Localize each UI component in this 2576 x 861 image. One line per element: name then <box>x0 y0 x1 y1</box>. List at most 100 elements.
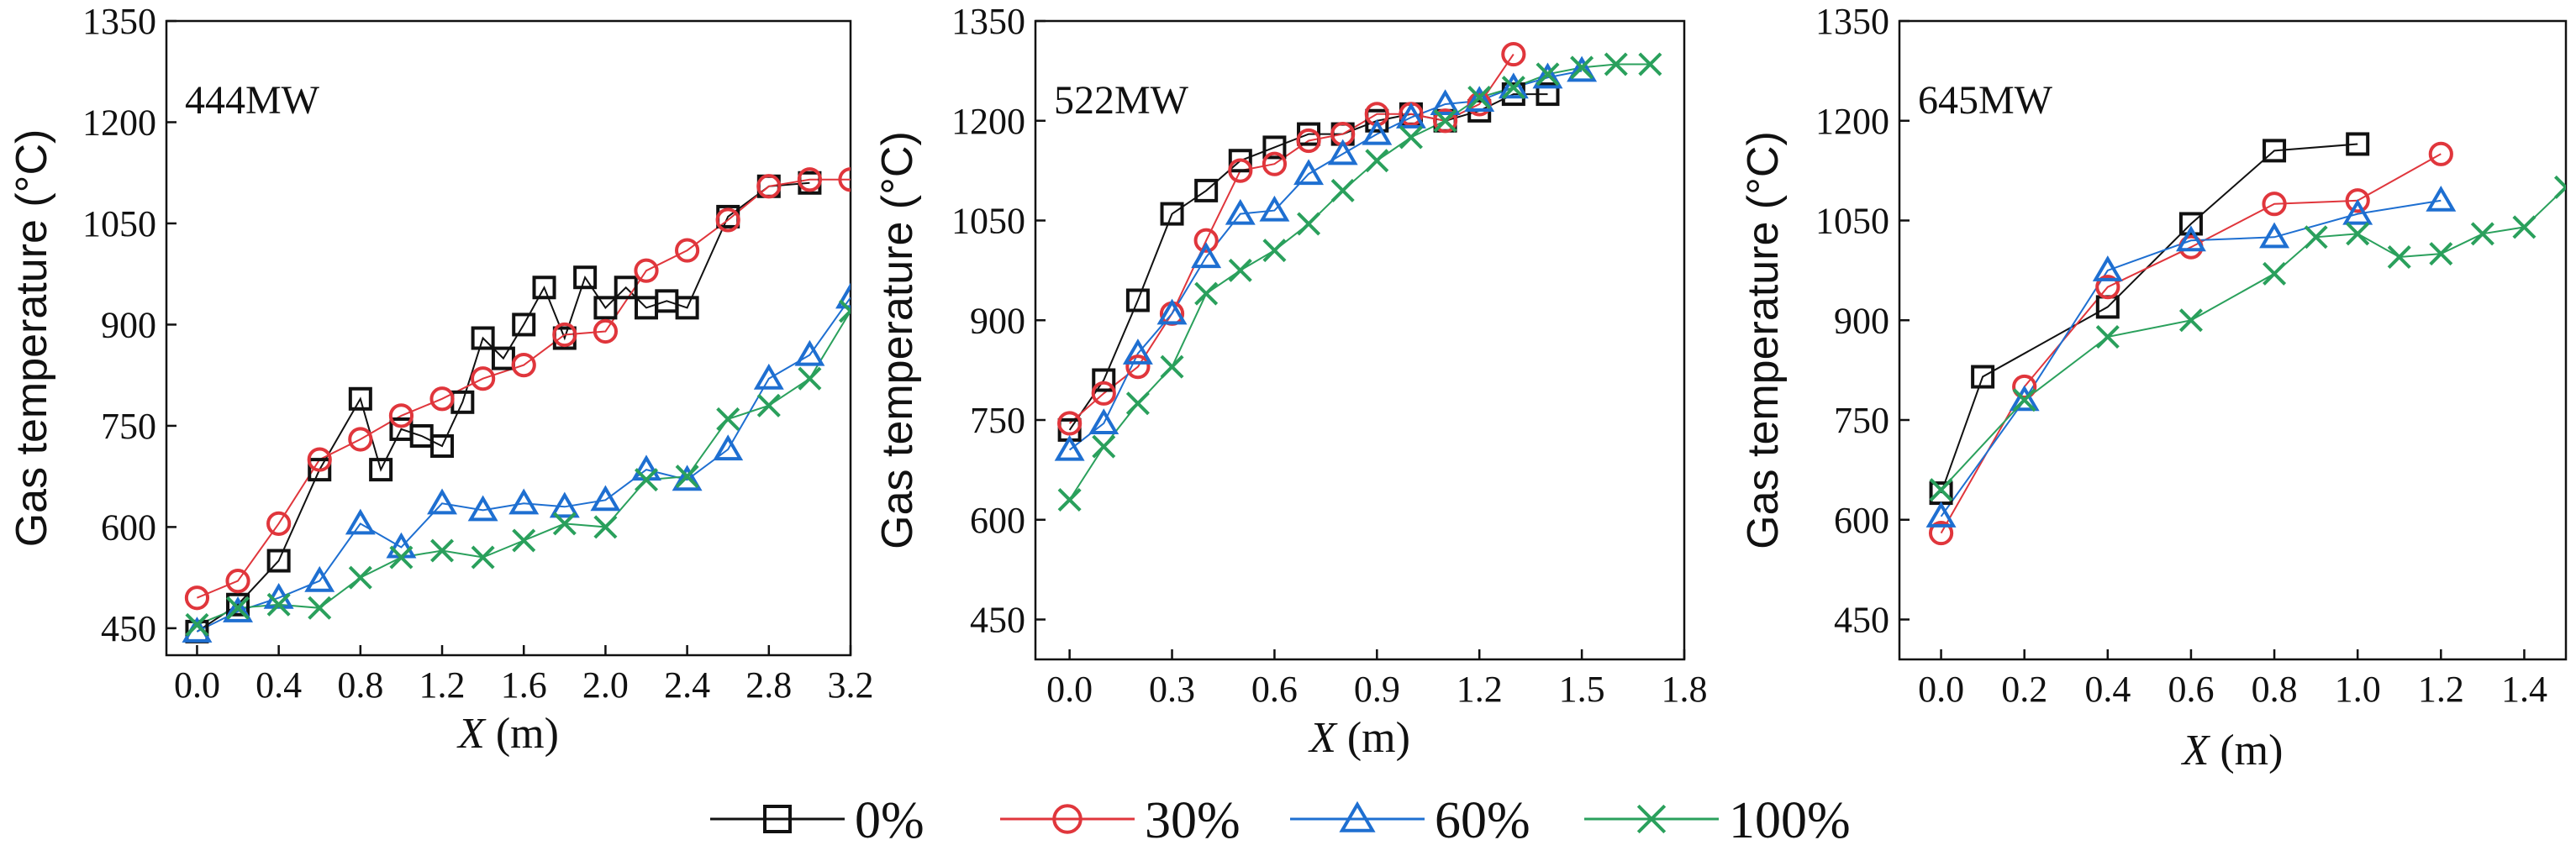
data-point-0% <box>593 296 618 320</box>
data-point-60% <box>1259 195 1290 222</box>
x-axis-unit: (m) <box>1336 714 1410 762</box>
data-point-100% <box>1638 52 1662 76</box>
data-point-100% <box>593 515 618 539</box>
data-point-100% <box>756 393 781 417</box>
y-tick-label: 450 <box>970 600 1025 641</box>
series-group <box>1925 132 2566 546</box>
data-point-100% <box>2512 215 2536 239</box>
data-point-30% <box>184 585 210 611</box>
y-tick-label: 1200 <box>1815 101 1889 142</box>
x-tick-label: 0.0 <box>174 664 220 706</box>
y-tick-label: 600 <box>101 507 156 548</box>
data-point-60% <box>590 485 621 512</box>
data-point-100% <box>675 465 699 489</box>
data-point-0% <box>675 296 699 320</box>
data-point-0% <box>1971 365 1995 389</box>
legend: 0% 30% 60% 100% <box>710 792 1851 849</box>
x-axis-variable: X <box>2181 727 2211 774</box>
x-tick-label: 0.8 <box>337 664 383 706</box>
data-point-100% <box>552 512 577 536</box>
data-point-100% <box>1501 76 1525 100</box>
data-point-60% <box>1395 102 1426 129</box>
data-point-30% <box>797 167 823 192</box>
data-point-0% <box>1194 178 1219 202</box>
series-line-100% <box>197 310 851 626</box>
data-point-60% <box>1327 139 1358 165</box>
data-point-100% <box>2387 245 2411 270</box>
chart-panel-645MW: 450 600 750 900 1050 1200 1350 0.0 0.2 0.4 0.6 0.8 1… <box>1739 1 2568 774</box>
data-point-0% <box>512 312 536 337</box>
data-point-30% <box>471 366 496 391</box>
x-axis-unit: (m) <box>2209 727 2283 774</box>
data-point-30% <box>1432 108 1458 134</box>
y-tick-label: 1350 <box>1815 1 1889 42</box>
data-point-100% <box>1570 55 1594 80</box>
data-point-60% <box>2259 222 2290 249</box>
data-point-30% <box>1125 354 1151 380</box>
y-axis-label: Gas temperature (°C) <box>873 131 922 549</box>
chart-panel-444MW: 450 600 750 900 1050 1200 1350 0.0 0.4 0.8 1.2 1.6 2… <box>8 1 874 758</box>
data-point-30% <box>2012 374 2037 400</box>
data-point-0% <box>348 386 372 411</box>
data-point-0% <box>532 276 556 300</box>
data-point-30% <box>2262 192 2287 217</box>
data-point-0% <box>1536 82 1560 107</box>
data-point-100% <box>2095 325 2120 349</box>
data-point-60% <box>672 465 703 491</box>
data-point-30% <box>2095 275 2120 300</box>
y-tick-label: 450 <box>1834 600 1889 641</box>
x-tick-label: 0.6 <box>2168 669 2214 710</box>
data-point-60% <box>835 282 851 309</box>
plot-frame <box>1898 19 2568 661</box>
data-point-0% <box>2346 132 2370 156</box>
data-point-30% <box>634 258 659 283</box>
data-point-30% <box>1928 520 1954 546</box>
x-axis-label: X (m) <box>1308 714 1410 762</box>
x-axis-variable: X <box>456 710 487 758</box>
series-line-0% <box>1940 143 2358 494</box>
data-point-0% <box>1228 149 1252 173</box>
series-line-0% <box>196 181 810 633</box>
y-axis-label: Gas temperature (°C) <box>1739 131 1788 549</box>
y-tick-label: 900 <box>101 304 156 345</box>
x-tick-label: 0.0 <box>1046 669 1093 710</box>
data-point-60% <box>1054 434 1085 461</box>
data-point-30% <box>593 318 619 344</box>
panel-label: 522MW <box>1054 78 1189 123</box>
x-tick-label: 0.4 <box>255 664 302 706</box>
legend-label-0%: 0% <box>855 792 925 849</box>
data-point-100% <box>1467 86 1492 110</box>
series-line-100% <box>1940 186 2566 491</box>
y-tick-label: 600 <box>1834 500 1889 541</box>
data-point-30% <box>715 207 740 233</box>
data-point-100% <box>2470 222 2494 246</box>
x-axis-label: X (m) <box>456 710 559 758</box>
x-tick-label: 1.2 <box>419 664 466 706</box>
data-point-100% <box>838 299 851 323</box>
y-tick-label: 750 <box>101 406 156 447</box>
data-point-60% <box>1088 408 1119 434</box>
data-point-60% <box>1191 242 1222 269</box>
series-group <box>182 167 851 643</box>
x-tick-label: 0.4 <box>2084 669 2131 710</box>
x-tick-label: 0.3 <box>1149 669 1195 710</box>
data-point-60% <box>2342 198 2373 225</box>
data-point-100% <box>1092 434 1116 459</box>
data-point-100% <box>1399 125 1423 150</box>
panel-label: 444MW <box>185 78 320 123</box>
data-point-30% <box>1091 381 1116 406</box>
x-tick-label: 2.0 <box>582 664 629 706</box>
data-point-100% <box>389 545 414 570</box>
x-tick-label: 0.2 <box>2001 669 2047 710</box>
panel-label: 645MW <box>1918 78 2053 123</box>
data-point-100% <box>430 538 455 563</box>
data-point-100% <box>185 612 209 637</box>
series-line-60% <box>196 297 851 633</box>
series-group <box>1054 41 1662 512</box>
x-axis-variable: X <box>1308 714 1338 762</box>
data-point-100% <box>2553 175 2566 199</box>
data-point-60% <box>1430 89 1461 115</box>
y-tick-label: 900 <box>970 300 1025 341</box>
x-tick-label: 1.5 <box>1559 669 1605 710</box>
data-point-60% <box>794 339 825 366</box>
